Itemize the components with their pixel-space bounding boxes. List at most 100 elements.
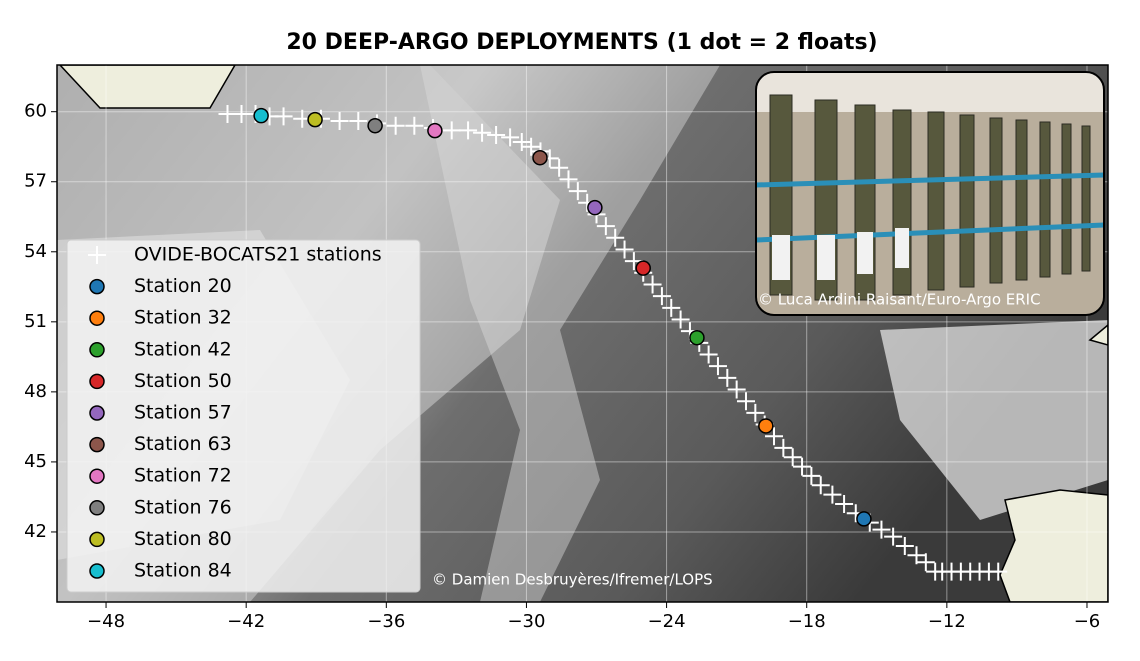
- y-tick-label: 51: [24, 311, 47, 332]
- bathymetry-ridge: [420, 65, 720, 602]
- deployment-dot: [689, 329, 705, 346]
- station-cross: [501, 128, 520, 147]
- legend-marker: [89, 436, 105, 453]
- y-tick-label: 42: [24, 521, 47, 542]
- station-cross: [765, 427, 784, 446]
- y-tick-label: 54: [24, 241, 47, 262]
- station-cross: [872, 520, 891, 539]
- station-cross: [522, 137, 541, 156]
- legend-label: Station 80: [134, 528, 232, 550]
- station-cross: [624, 252, 643, 271]
- plot-frame: [56, 64, 1109, 603]
- x-tick-label: −6: [1074, 611, 1101, 632]
- photo-straps: [756, 172, 1104, 243]
- land: [999, 489, 1108, 602]
- station-cross: [783, 448, 802, 467]
- deployment-dot: [427, 122, 443, 139]
- station-cross: [746, 403, 765, 422]
- x-tick-label: −30: [507, 611, 545, 632]
- station-cross: [802, 466, 821, 485]
- station-cross: [606, 228, 625, 247]
- legend: OVIDE-BOCATS21 stations Station 20 Station…: [66, 239, 421, 593]
- station-cross: [895, 536, 914, 555]
- legend-marker: [89, 500, 105, 516]
- legend-marker: [88, 246, 106, 264]
- legend-box: [66, 239, 421, 593]
- station-cross: [386, 116, 405, 135]
- legend-marker: [89, 310, 105, 326]
- legend-label: Station 20: [134, 275, 232, 297]
- station-cross: [643, 275, 662, 294]
- legend-marker: [89, 342, 105, 358]
- x-tick-label: −42: [227, 611, 265, 632]
- x-tick-label: −24: [648, 611, 686, 632]
- legend-label: Station 50: [134, 370, 232, 392]
- deployment-dot: [587, 199, 603, 216]
- station-cross: [218, 105, 237, 124]
- station-cross: [559, 170, 578, 189]
- station-cross: [916, 553, 935, 572]
- legend-label: OVIDE-BOCATS21 stations: [134, 244, 382, 266]
- legend-marker: [89, 531, 105, 548]
- station-cross: [512, 133, 531, 152]
- photo-labels: [772, 228, 909, 280]
- deployment-dot: [367, 117, 383, 134]
- y-tick-label: 60: [24, 101, 47, 122]
- x-tick-label: −36: [367, 611, 405, 632]
- photo-inset: © Luca Ardini Raisant/Euro-Argo ERIC: [755, 71, 1105, 316]
- station-cross: [811, 476, 830, 495]
- station-cross: [926, 562, 945, 581]
- station-cross: [708, 357, 727, 376]
- station-cross: [774, 438, 793, 457]
- station-cross: [349, 112, 368, 131]
- photo-frame: [755, 71, 1105, 316]
- photo-credit: © Luca Ardini Raisant/Euro-Argo ERIC: [758, 291, 1041, 309]
- station-cross: [793, 457, 812, 476]
- deployment-dot: [253, 107, 269, 124]
- legend-marker: [89, 563, 105, 579]
- station-cross: [727, 380, 746, 399]
- station-cross: [907, 546, 926, 565]
- station-cross: [550, 158, 569, 177]
- photo-floats: [769, 94, 1091, 301]
- legend-marker: [89, 468, 105, 484]
- x-tick-label: −48: [87, 611, 125, 632]
- legend-label: Station 32: [134, 307, 232, 329]
- station-cross: [823, 485, 842, 504]
- legend-label: Station 42: [134, 338, 232, 360]
- photo-wall: [756, 72, 1104, 112]
- legend-label: Station 72: [134, 465, 232, 487]
- station-cross: [662, 298, 681, 317]
- bathymetry-shelf-east: [880, 320, 1108, 520]
- station-cross: [442, 121, 461, 140]
- legend-label: Station 76: [134, 496, 232, 518]
- station-cross: [473, 123, 492, 142]
- deployment-dot: [635, 260, 651, 276]
- land: [58, 65, 236, 109]
- land: [1088, 324, 1108, 346]
- x-tick-label: −12: [928, 611, 966, 632]
- station-cross: [718, 368, 737, 387]
- station-cross: [568, 182, 587, 201]
- station-cross: [736, 392, 755, 411]
- legend-label: Station 84: [134, 560, 232, 582]
- station-cross: [459, 121, 478, 140]
- y-tick-label: 45: [24, 451, 47, 472]
- station-cross: [671, 310, 690, 329]
- legend-label: Station 57: [134, 402, 232, 424]
- map-credit: © Damien Desbruyères/Ifremer/LOPS: [432, 571, 713, 589]
- deployment-dot: [532, 149, 548, 166]
- station-cross: [487, 126, 506, 145]
- x-tick-label: −18: [788, 611, 826, 632]
- station-cross: [330, 112, 349, 131]
- legend-marker: [89, 373, 105, 390]
- station-cross: [699, 345, 718, 364]
- station-cross: [835, 494, 854, 513]
- deployment-dot: [758, 418, 774, 434]
- station-cross: [405, 116, 424, 135]
- legend-marker: [89, 405, 105, 421]
- y-tick-label: 48: [24, 381, 47, 402]
- station-cross: [615, 240, 634, 259]
- deployment-dot: [856, 511, 872, 527]
